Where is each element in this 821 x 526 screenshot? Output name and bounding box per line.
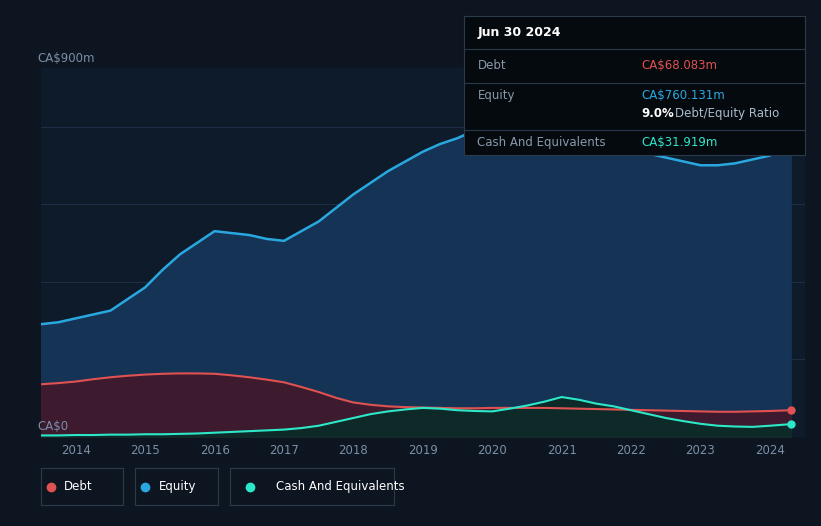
Text: Cash And Equivalents: Cash And Equivalents [478, 136, 606, 149]
Text: Debt: Debt [478, 59, 506, 73]
Text: CA$68.083m: CA$68.083m [641, 59, 717, 73]
Text: CA$31.919m: CA$31.919m [641, 136, 718, 149]
Text: CA$900m: CA$900m [37, 52, 94, 65]
Text: CA$760.131m: CA$760.131m [641, 89, 725, 102]
Text: Debt: Debt [64, 480, 93, 493]
Text: Cash And Equivalents: Cash And Equivalents [276, 480, 405, 493]
Text: Equity: Equity [478, 89, 515, 102]
Text: Debt/Equity Ratio: Debt/Equity Ratio [675, 107, 779, 120]
Text: CA$0: CA$0 [37, 420, 68, 433]
Text: Jun 30 2024: Jun 30 2024 [478, 26, 561, 39]
Text: 9.0%: 9.0% [641, 107, 674, 120]
Text: Equity: Equity [158, 480, 196, 493]
